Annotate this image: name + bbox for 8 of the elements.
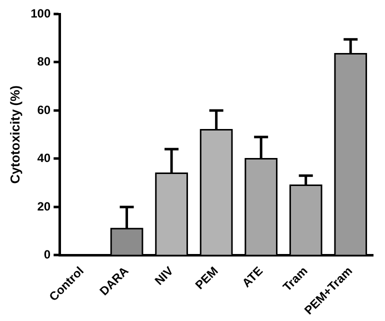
y-tick-label: 80 xyxy=(37,54,51,69)
y-tick-label: 0 xyxy=(44,248,51,262)
y-axis-title: Cytotoxicity (%) xyxy=(7,85,22,184)
x-tick-label: NIV xyxy=(152,264,176,288)
y-tick-label: 40 xyxy=(37,151,51,166)
y-tick-label: 100 xyxy=(30,6,51,20)
y-tick-label: 60 xyxy=(37,102,51,117)
y-tick-label: 20 xyxy=(37,199,51,214)
